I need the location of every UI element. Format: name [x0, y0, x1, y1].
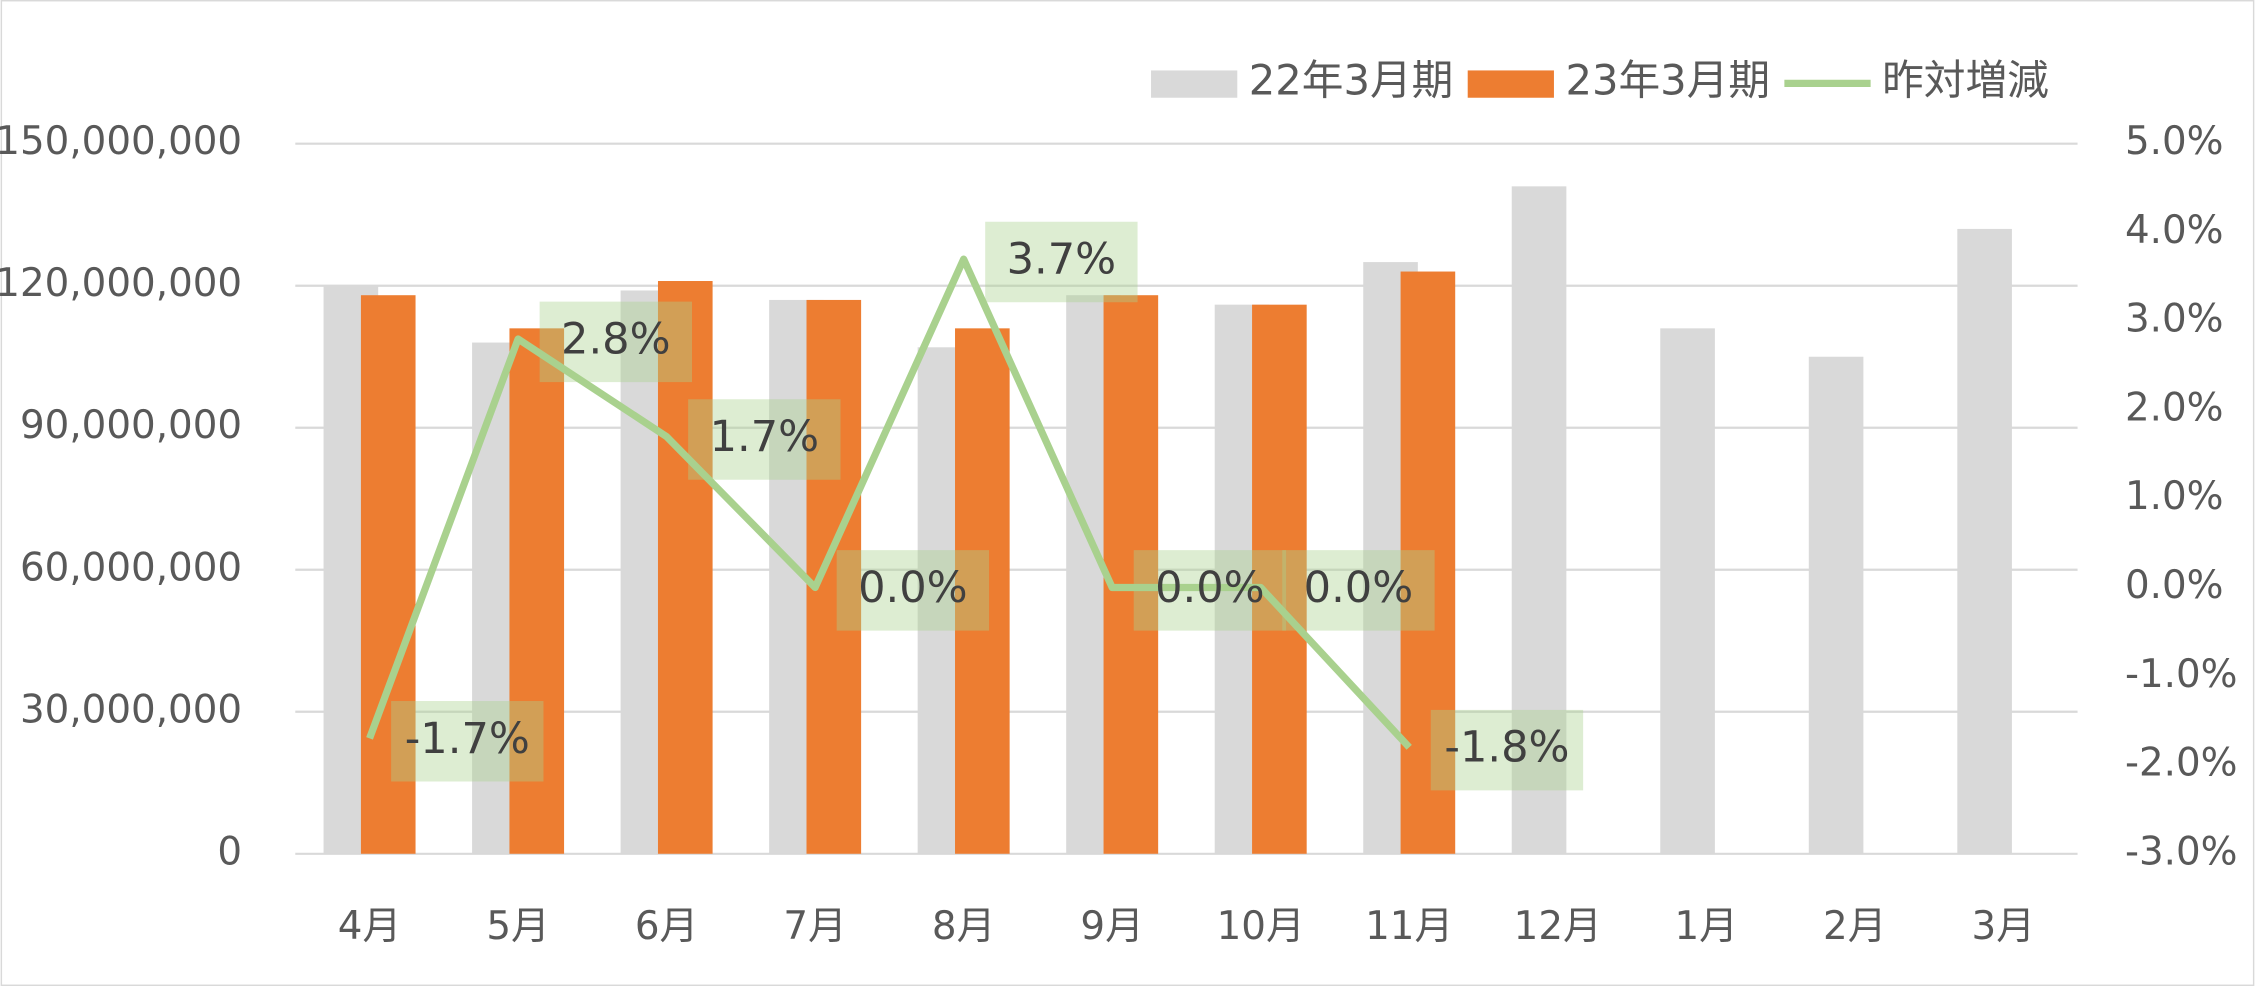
data-label-box [1430, 709, 1584, 791]
data-label: 0.0% [1304, 563, 1414, 613]
bar [1660, 328, 1715, 854]
y2-tick-label: 4.0% [2125, 208, 2224, 253]
x-tick-label: 12月 [1514, 904, 1602, 949]
y2-tick-label: -1.0% [2125, 652, 2238, 697]
y-tick-label: 120,000,000 [0, 261, 242, 306]
bar [1957, 228, 2012, 854]
x-tick-label: 11月 [1365, 904, 1453, 949]
y2-tick-label: -2.0% [2125, 741, 2238, 786]
y2-tick-label: 3.0% [2125, 297, 2224, 342]
x-tick-label: 4月 [338, 904, 401, 949]
bar [955, 328, 1010, 854]
data-label-box [985, 221, 1138, 303]
legend-label: 23年3月期 [1565, 55, 1770, 104]
data-label: 1.7% [710, 412, 820, 462]
data-label-box [836, 550, 990, 631]
line [366, 255, 1412, 750]
bar [1808, 356, 1864, 854]
data-label: 0.0% [1155, 563, 1265, 613]
data-label: 0.0% [858, 563, 968, 613]
x-tick-label: 6月 [635, 904, 698, 949]
y-tick-label: 0 [217, 829, 242, 874]
data-label-box [391, 701, 544, 782]
bar [806, 299, 862, 854]
bar [1511, 186, 1567, 854]
data-label: -1.8% [1444, 723, 1569, 773]
y-tick-label: 30,000,000 [20, 687, 242, 732]
y2-tick-label: 2.0% [2125, 385, 2224, 430]
legend-swatch [1151, 70, 1238, 98]
x-tick-label: 7月 [783, 904, 846, 949]
bar [509, 328, 565, 854]
y2-tick-label: 5.0% [2125, 119, 2224, 164]
bar [360, 295, 416, 854]
legend-label: 昨対増減 [1882, 55, 2049, 104]
bar [1103, 295, 1159, 854]
data-label: 2.8% [561, 314, 671, 364]
x-tick-label: 5月 [486, 904, 549, 949]
x-tick-label: 2月 [1823, 904, 1886, 949]
y2-tick-label: 1.0% [2125, 474, 2224, 519]
data-label-box [1133, 550, 1287, 631]
x-tick-label: 9月 [1080, 904, 1143, 949]
bar [1252, 304, 1307, 854]
bar [1400, 271, 1456, 854]
x-tick-label: 10月 [1217, 904, 1305, 949]
legend-swatch [1467, 70, 1554, 98]
data-label-box [1282, 550, 1435, 631]
y2-tick-label: -3.0% [2125, 829, 2238, 874]
y-tick-label: 90,000,000 [20, 403, 242, 448]
legend-label: 22年3月期 [1249, 55, 1454, 104]
data-label-box [688, 399, 841, 480]
x-tick-label: 3月 [1972, 904, 2035, 949]
y-tick-label: 60,000,000 [20, 545, 242, 590]
data-label-box [539, 301, 692, 383]
x-tick-label: 8月 [932, 904, 995, 949]
data-label: 3.7% [1007, 234, 1117, 284]
y-tick-label: 150,000,000 [0, 119, 242, 164]
data-label: -1.7% [405, 714, 530, 764]
x-tick-label: 1月 [1675, 904, 1738, 949]
bar [657, 281, 713, 854]
y2-tick-label: 0.0% [2125, 563, 2224, 608]
